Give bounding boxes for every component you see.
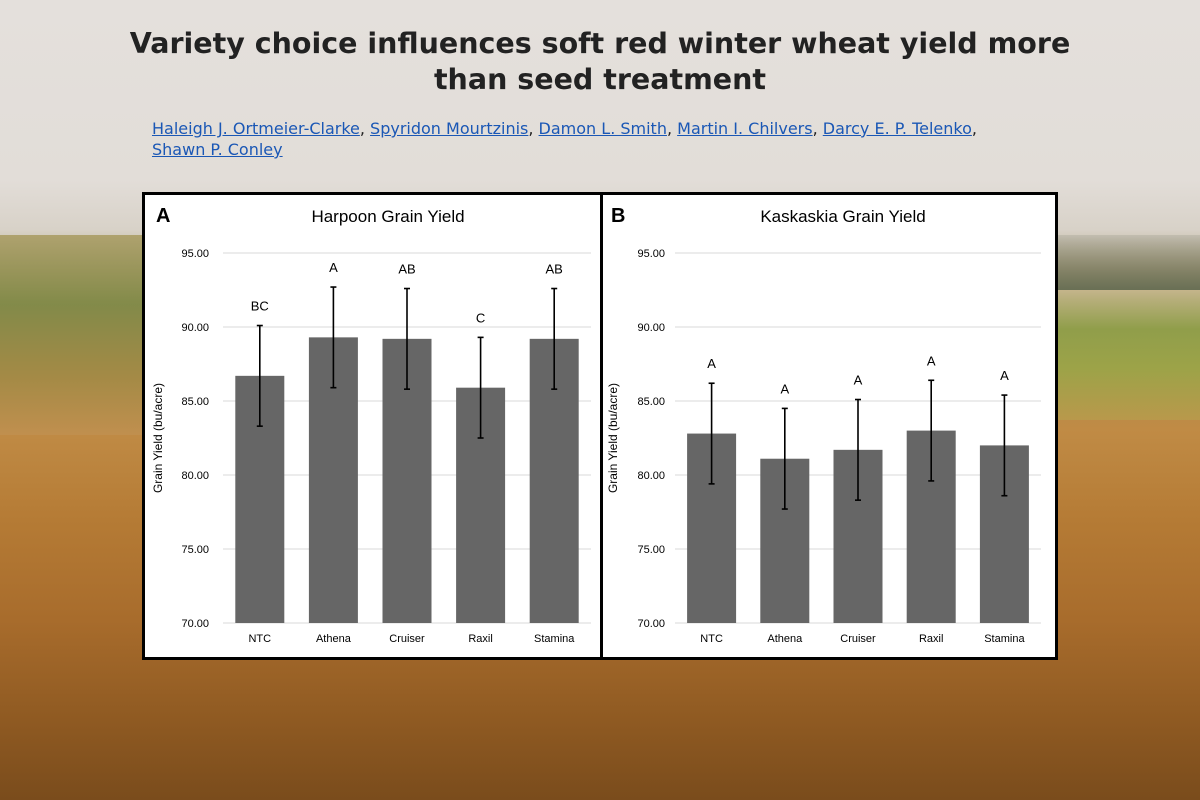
significance-letter: BC <box>251 299 269 314</box>
author-link[interactable]: Shawn P. Conley <box>152 140 283 159</box>
page-title: Variety choice influences soft red winte… <box>129 27 1071 96</box>
x-tick-label: Athena <box>316 633 352 645</box>
y-tick-label: 90.00 <box>181 322 209 334</box>
chart-kaskaskia: B Kaskaskia Grain Yield 70.00 75.00 80.00 85.… <box>606 205 1041 645</box>
significance-letter: C <box>476 310 485 325</box>
chart-panel-b: B Kaskaskia Grain Yield 70.00 75.00 80.00 85.… <box>603 195 1055 657</box>
background-field-left <box>0 235 145 435</box>
figure: A Harpoon Grain Yield 70.00 75.00 80.00 85.00… <box>142 192 1058 660</box>
y-tick-label: 95.00 <box>637 248 665 260</box>
significance-letter: A <box>854 373 863 388</box>
chart-harpoon: A Harpoon Grain Yield 70.00 75.00 80.00 85.00… <box>151 205 591 645</box>
x-tick-label: NTC <box>700 633 723 645</box>
significance-letter: A <box>329 260 338 275</box>
y-tick-label: 85.00 <box>637 396 665 408</box>
background-field-right <box>1058 290 1200 420</box>
author-link[interactable]: Spyridon Mourtzinis <box>370 119 529 138</box>
y-axis-label: Grain Yield (bu/acre) <box>606 383 620 493</box>
x-tick-label: Athena <box>767 633 803 645</box>
author-link[interactable]: Martin I. Chilvers <box>677 119 813 138</box>
significance-letter: A <box>780 381 789 396</box>
y-tick-label: 70.00 <box>637 618 665 630</box>
x-tick-label: Raxil <box>919 633 943 645</box>
significance-letter: AB <box>546 262 563 277</box>
x-tick-label: Raxil <box>468 633 492 645</box>
author-link[interactable]: Darcy E. P. Telenko <box>822 119 972 138</box>
y-tick-label: 75.00 <box>181 544 209 556</box>
panel-label: B <box>611 205 625 227</box>
author-link[interactable]: Damon L. Smith <box>538 119 667 138</box>
y-tick-label: 70.00 <box>181 618 209 630</box>
y-tick-label: 85.00 <box>181 396 209 408</box>
author-link[interactable]: Haleigh J. Ortmeier-Clarke <box>152 119 360 138</box>
author-list: Haleigh J. Ortmeier-Clarke, Spyridon Mou… <box>152 119 977 159</box>
background-treeline <box>1058 235 1200 290</box>
significance-letter: A <box>1000 368 1009 383</box>
x-tick-label: Cruiser <box>840 633 876 645</box>
chart-title: Kaskaskia Grain Yield <box>760 207 925 226</box>
panel-label: A <box>156 205 170 227</box>
y-tick-label: 80.00 <box>181 470 209 482</box>
significance-letter: A <box>707 356 716 371</box>
x-tick-label: Cruiser <box>389 633 425 645</box>
chart-panel-a: A Harpoon Grain Yield 70.00 75.00 80.00 85.00… <box>145 195 603 657</box>
significance-letter: A <box>927 353 936 368</box>
x-tick-label: NTC <box>248 633 271 645</box>
x-tick-label: Stamina <box>534 633 575 645</box>
significance-letter: AB <box>398 262 415 277</box>
chart-title: Harpoon Grain Yield <box>311 207 464 226</box>
y-tick-label: 75.00 <box>637 544 665 556</box>
x-tick-label: Stamina <box>984 633 1025 645</box>
y-tick-label: 90.00 <box>637 322 665 334</box>
y-tick-label: 95.00 <box>181 248 209 260</box>
y-tick-label: 80.00 <box>637 470 665 482</box>
y-axis-label: Grain Yield (bu/acre) <box>151 383 165 493</box>
